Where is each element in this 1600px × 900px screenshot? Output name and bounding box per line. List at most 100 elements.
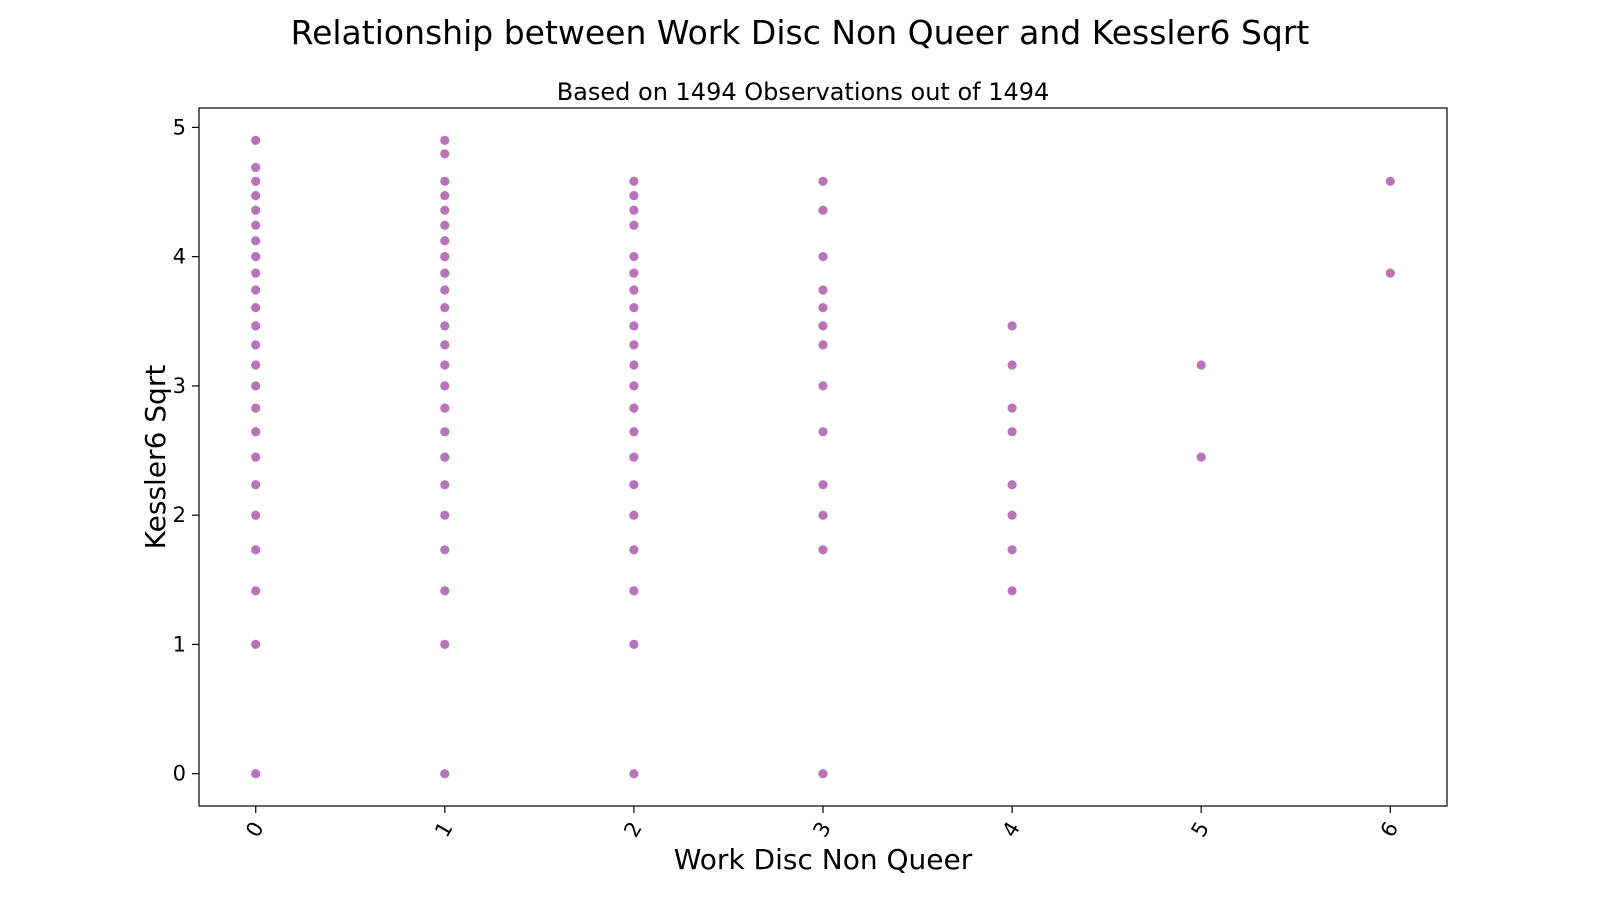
- data-point: [818, 285, 828, 295]
- data-point: [440, 268, 450, 278]
- data-point: [1007, 480, 1017, 490]
- data-point: [1007, 403, 1017, 413]
- data-point: [1196, 452, 1206, 462]
- data-point: [440, 769, 450, 779]
- data-point: [440, 381, 450, 391]
- data-point: [629, 639, 639, 650]
- data-point: [251, 303, 261, 313]
- data-points: [251, 135, 1395, 779]
- data-point: [251, 480, 261, 490]
- data-point: [1385, 268, 1395, 278]
- data-point: [629, 191, 639, 201]
- y-tick-label: 1: [173, 632, 186, 656]
- data-point: [629, 769, 639, 779]
- data-point: [629, 252, 639, 262]
- data-point: [818, 381, 828, 391]
- x-axis-label: Work Disc Non Queer: [674, 843, 973, 876]
- data-point: [818, 252, 828, 262]
- data-point: [251, 321, 261, 331]
- chart-title: Relationship between Work Disc Non Queer…: [291, 13, 1310, 52]
- data-point: [629, 381, 639, 391]
- data-point: [1196, 360, 1206, 370]
- data-point: [629, 545, 639, 555]
- data-point: [440, 510, 450, 520]
- data-point: [440, 149, 450, 159]
- data-point: [440, 639, 450, 650]
- data-point: [1385, 176, 1395, 186]
- x-tick-label: 5: [1187, 818, 1214, 842]
- data-point: [251, 381, 261, 391]
- data-point: [818, 205, 828, 215]
- data-point: [818, 340, 828, 350]
- data-point: [440, 480, 450, 490]
- data-point: [440, 452, 450, 462]
- data-point: [818, 480, 828, 490]
- y-axis-ticks: 0 1 2 3 4 5: [173, 115, 199, 786]
- data-point: [251, 135, 261, 145]
- data-point: [629, 220, 639, 230]
- y-tick-label: 5: [173, 115, 186, 139]
- data-point: [251, 639, 261, 650]
- data-point: [251, 545, 261, 555]
- data-point: [629, 480, 639, 490]
- data-point: [818, 510, 828, 520]
- x-tick-label: 3: [808, 818, 835, 842]
- data-point: [629, 360, 639, 370]
- data-point: [629, 321, 639, 331]
- data-point: [251, 205, 261, 215]
- chart-subtitle: Based on 1494 Observations out of 1494: [557, 78, 1050, 106]
- data-point: [251, 268, 261, 278]
- data-point: [440, 340, 450, 350]
- data-point: [440, 176, 450, 186]
- data-point: [629, 340, 639, 350]
- data-point: [251, 510, 261, 520]
- data-point: [251, 252, 261, 262]
- data-point: [251, 427, 261, 437]
- data-point: [251, 340, 261, 350]
- data-point: [629, 510, 639, 520]
- data-point: [251, 176, 261, 186]
- data-point: [629, 268, 639, 278]
- data-point: [440, 135, 450, 145]
- data-point: [251, 191, 261, 201]
- data-point: [440, 191, 450, 201]
- data-point: [440, 285, 450, 295]
- data-point: [440, 545, 450, 555]
- data-point: [629, 303, 639, 313]
- data-point: [1007, 427, 1017, 437]
- data-point: [1007, 510, 1017, 520]
- data-point: [629, 586, 639, 596]
- data-point: [440, 360, 450, 370]
- data-point: [251, 236, 261, 246]
- data-point: [1007, 545, 1017, 555]
- data-point: [440, 205, 450, 215]
- x-tick-label: 0: [241, 818, 268, 842]
- x-tick-label: 1: [430, 818, 457, 842]
- data-point: [440, 236, 450, 246]
- data-point: [440, 321, 450, 331]
- data-point: [251, 162, 261, 173]
- x-tick-label: 6: [1376, 818, 1403, 842]
- data-point: [1007, 360, 1017, 370]
- y-tick-label: 3: [173, 374, 186, 398]
- data-point: [629, 403, 639, 413]
- x-axis-ticks: 0 1 2 3 4 5 6: [241, 806, 1403, 841]
- data-point: [629, 452, 639, 462]
- data-point: [1007, 321, 1017, 331]
- data-point: [251, 285, 261, 295]
- y-tick-label: 4: [173, 245, 186, 269]
- data-point: [440, 586, 450, 596]
- data-point: [629, 205, 639, 215]
- data-point: [251, 220, 261, 230]
- data-point: [440, 427, 450, 437]
- data-point: [818, 545, 828, 555]
- x-tick-label: 4: [997, 818, 1024, 842]
- data-point: [629, 427, 639, 437]
- y-tick-label: 2: [173, 503, 186, 527]
- data-point: [251, 360, 261, 370]
- data-point: [629, 176, 639, 186]
- x-tick-label: 2: [619, 818, 646, 842]
- data-point: [251, 586, 261, 596]
- data-point: [629, 285, 639, 295]
